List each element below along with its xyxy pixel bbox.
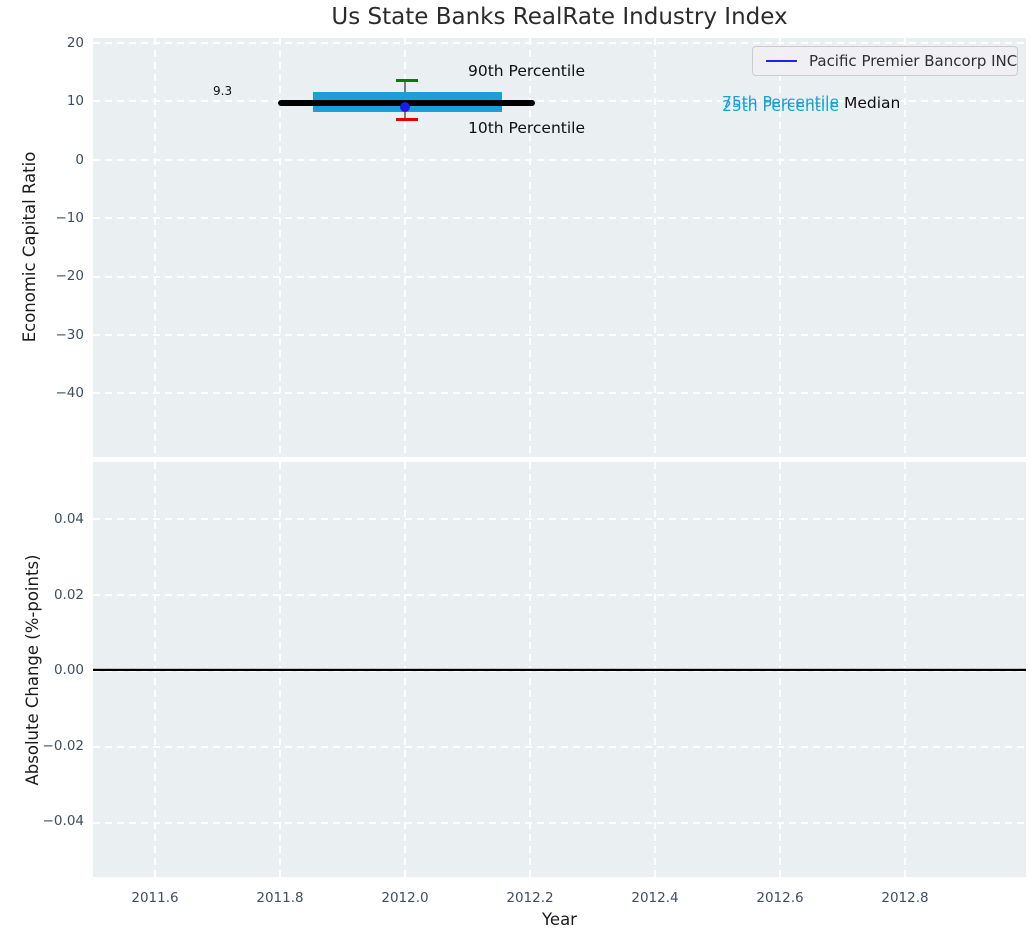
ytick-bottom: −0.02	[42, 738, 84, 754]
ytick-bottom: 0.02	[53, 587, 84, 603]
company-marker-dot	[400, 102, 410, 112]
ytick-top: 20	[66, 35, 84, 51]
p10-label: 10th Percentile	[468, 119, 586, 137]
legend-line-swatch-icon	[766, 59, 797, 63]
ytick-top: 0	[75, 152, 84, 168]
bottom-subplot	[93, 462, 1026, 877]
gridline-h	[93, 392, 1026, 394]
top-subplot	[93, 38, 1026, 457]
gridline-h	[93, 822, 1026, 824]
p10-cap-marker	[396, 118, 418, 122]
legend: Pacific Premier Bancorp INC	[752, 46, 1018, 76]
xtick: 2012.0	[381, 890, 429, 906]
gridline-v	[529, 38, 531, 457]
xtick: 2011.8	[256, 890, 304, 906]
gridline-v	[779, 38, 781, 457]
xtick: 2012.8	[881, 890, 929, 906]
gridline-v	[654, 38, 656, 457]
p25-label: 25th Percentile	[722, 96, 840, 115]
p75-label: 75th Percentile	[722, 93, 840, 111]
gridline-h	[93, 42, 1026, 44]
ytick-top: −10	[55, 210, 85, 226]
gridline-v	[154, 38, 156, 457]
gridline-h	[93, 594, 1026, 596]
gridline-h	[93, 276, 1026, 278]
xtick: 2011.6	[131, 890, 179, 906]
p90-cap-marker	[396, 79, 418, 83]
xtick: 2012.6	[756, 890, 804, 906]
gridline-h	[93, 746, 1026, 748]
ytick-bottom: −0.04	[42, 813, 84, 829]
top-y-axis-label: Economic Capital Ratio	[20, 151, 39, 343]
chart-title: Us State Banks RealRate Industry Index	[331, 4, 788, 30]
ytick-top: 10	[66, 93, 84, 109]
gridline-h	[93, 217, 1026, 219]
gridline-h	[93, 518, 1026, 520]
p90-label: 90th Percentile	[468, 62, 586, 80]
gridline-h	[93, 100, 1026, 102]
legend-entry: Pacific Premier Bancorp INC	[809, 52, 1018, 70]
ytick-top: −40	[55, 385, 85, 401]
x-axis-label: Year	[542, 910, 577, 929]
company-value-annotation: 9.3	[213, 84, 233, 98]
ytick-bottom: 0.04	[53, 511, 84, 527]
zero-reference-line-gray	[93, 667, 1026, 670]
zero-reference-line	[93, 669, 1026, 672]
gridline-v	[279, 38, 281, 457]
xtick: 2012.2	[506, 890, 554, 906]
gridline-v	[904, 38, 906, 457]
xtick: 2012.4	[631, 890, 679, 906]
median-label: Median	[844, 94, 901, 112]
ytick-bottom: 0.00	[53, 662, 84, 678]
bottom-y-axis-label: Absolute Change (%-points)	[23, 554, 42, 786]
gridline-h	[93, 159, 1026, 161]
gridline-h	[93, 334, 1026, 336]
gridline-v	[404, 38, 406, 457]
ytick-top: −20	[55, 268, 85, 284]
ytick-top: −30	[55, 327, 85, 343]
